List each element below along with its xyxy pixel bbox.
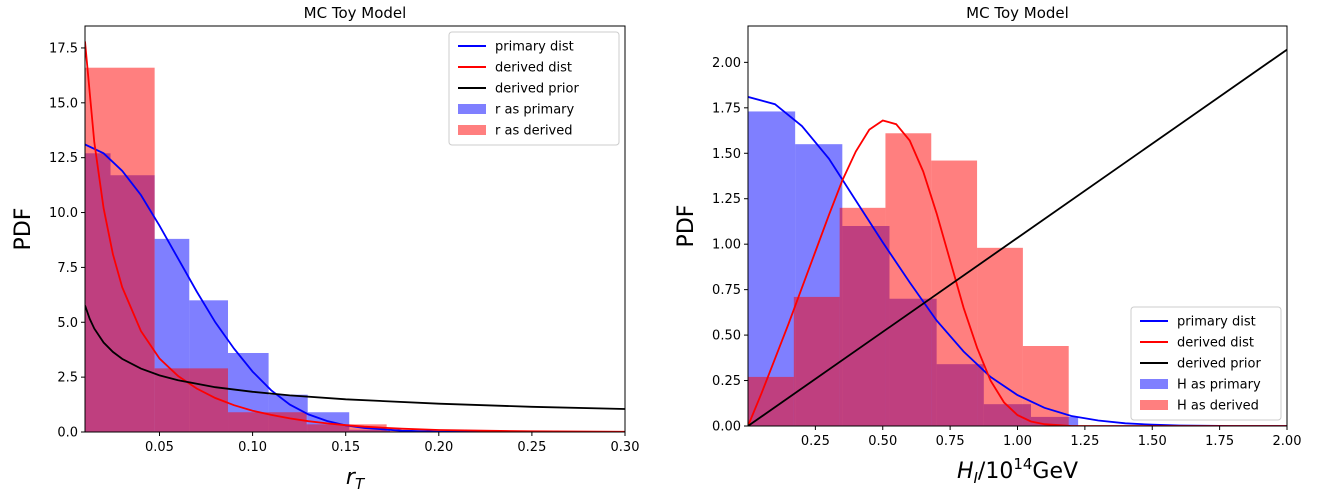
- x-tick-label: 0.20: [424, 440, 453, 455]
- x-axis-label: rT: [346, 465, 366, 493]
- x-label-main: H: [957, 459, 974, 484]
- legend-label: derived prior: [495, 82, 579, 97]
- plot-area: [85, 41, 625, 432]
- y-tick-label: 17.5: [49, 41, 78, 56]
- y-axis-label: PDF: [674, 205, 699, 248]
- legend-patch-swatch: [458, 104, 486, 114]
- x-label-rest: /10: [978, 459, 1013, 484]
- legend-patch-swatch: [1140, 400, 1168, 410]
- hist-bar: [154, 368, 229, 432]
- hist-bar: [839, 207, 886, 426]
- line-primary-dist: [748, 96, 1287, 426]
- y-tick-label: 0.50: [712, 329, 741, 344]
- legend-label: primary dist: [495, 40, 574, 55]
- x-tick-label: 0.10: [238, 440, 267, 455]
- y-tick-label: 7.5: [57, 261, 78, 276]
- legend-box: [448, 31, 620, 146]
- y-tick-label: 2.5: [57, 371, 78, 386]
- x-label-sub: I: [973, 469, 978, 487]
- x-tick-label: 1.75: [1205, 434, 1234, 449]
- hist-bar: [977, 247, 1023, 426]
- legend: primary dist derived dist derived prior r a…: [448, 31, 620, 146]
- left-chart: 0.05 0.10 0.15 0.20 0.25 0.30 0.0 2.5 5.0 7.5 10.0…: [11, 4, 639, 493]
- hist-bar: [85, 67, 155, 432]
- legend-box: [1130, 306, 1282, 421]
- legend-label: derived dist: [1177, 336, 1254, 351]
- y-tick-label: 5.0: [57, 316, 78, 331]
- hist-bar: [793, 296, 840, 426]
- hist-r-as-derived: [85, 67, 625, 432]
- hist-bar: [748, 376, 794, 426]
- legend-label: r as derived: [495, 124, 573, 139]
- x-tick-label: 0.30: [611, 440, 640, 455]
- y-tick-label: 1.50: [712, 147, 741, 162]
- y-tick-label: 0.25: [712, 374, 741, 389]
- x-tick-label: 1.50: [1138, 434, 1167, 449]
- y-axis-label: PDF: [11, 208, 36, 251]
- line-derived-dist: [85, 41, 625, 432]
- legend-patch-swatch: [458, 125, 486, 135]
- y-tick-label: 0.00: [712, 420, 741, 435]
- x-axis-label: HI/1014GeV: [957, 455, 1078, 487]
- x-tick-label: 1.00: [1003, 434, 1032, 449]
- x-label-unit: GeV: [1032, 459, 1078, 484]
- legend-label: primary dist: [1177, 315, 1256, 330]
- line-derived-prior: [748, 48, 1287, 426]
- legend-label: H as derived: [1177, 399, 1259, 414]
- x-tick-label: 0.25: [801, 434, 830, 449]
- x-tick-label: 0.50: [868, 434, 897, 449]
- legend: primary dist derived dist derived prior H a…: [1130, 306, 1282, 421]
- chart-title: MC Toy Model: [966, 4, 1069, 22]
- x-label-sup: 14: [1013, 455, 1032, 473]
- legend-label: r as primary: [495, 103, 575, 118]
- hist-bar: [306, 424, 387, 432]
- x-tick-label: 2.00: [1273, 434, 1302, 449]
- y-tick-label: 1.00: [712, 238, 741, 253]
- plot-area: [748, 48, 1287, 426]
- right-chart: 0.25 0.50 0.75 1.00 1.25 1.50 1.75 2.00 0.00 0.25…: [674, 4, 1301, 487]
- y-tick-label: 10.0: [49, 206, 78, 221]
- line-primary-dist: [85, 143, 625, 432]
- legend-patch-swatch: [1140, 379, 1168, 389]
- y-tick-label: 15.0: [49, 96, 78, 111]
- x-tick-label: 0.75: [936, 434, 965, 449]
- y-tick-label: 12.5: [49, 151, 78, 166]
- hist-bar: [748, 111, 796, 426]
- line-derived-prior: [85, 305, 625, 410]
- x-tick-label: 0.25: [517, 440, 546, 455]
- x-tick-label: 0.05: [145, 440, 174, 455]
- legend-label: derived dist: [495, 61, 572, 76]
- y-tick-label: 2.00: [712, 56, 741, 71]
- legend-label: derived prior: [1177, 357, 1261, 372]
- axes-frame: [84, 25, 626, 433]
- x-label-sub: T: [355, 475, 366, 493]
- x-tick-label: 1.25: [1070, 434, 1099, 449]
- chart-title: MC Toy Model: [304, 4, 407, 22]
- line-derived-dist: [748, 119, 1287, 426]
- x-tick-label: 0.15: [331, 440, 360, 455]
- y-tick-label: 0.0: [57, 426, 78, 441]
- x-label-main: r: [346, 465, 357, 490]
- y-tick-label: 1.75: [712, 101, 741, 116]
- y-tick-label: 0.75: [712, 283, 741, 298]
- hist-bar: [228, 412, 307, 432]
- y-tick-label: 1.25: [712, 192, 741, 207]
- legend-label: H as primary: [1177, 378, 1261, 393]
